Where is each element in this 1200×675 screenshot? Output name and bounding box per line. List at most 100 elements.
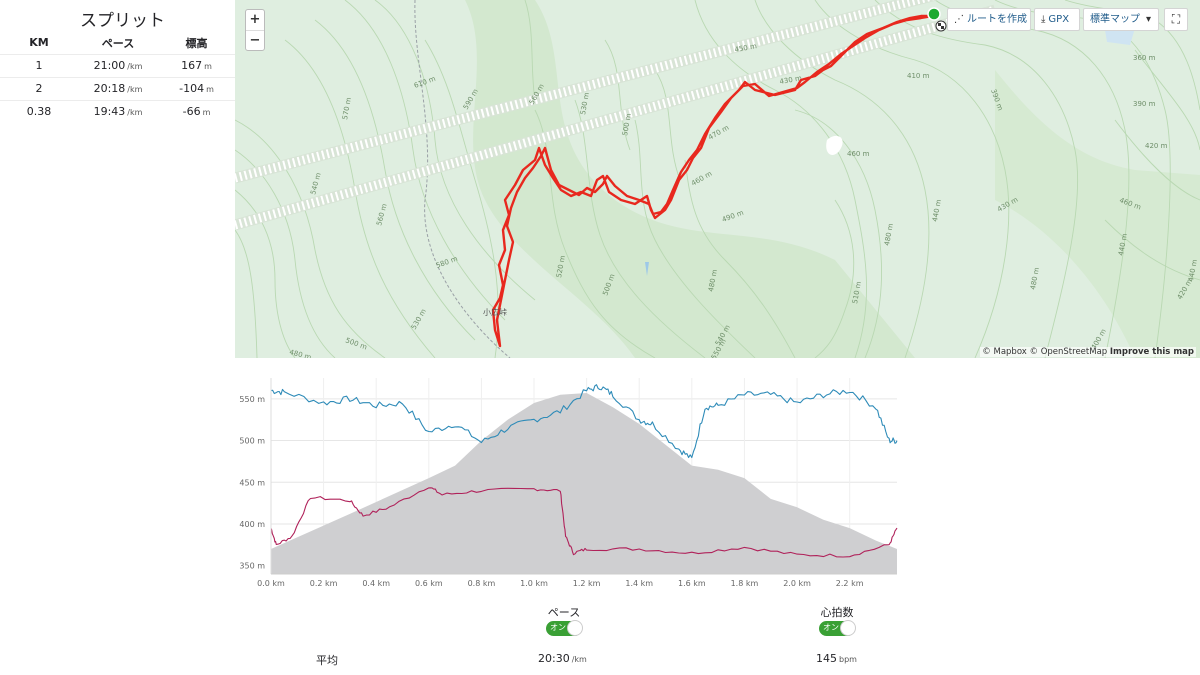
x-tick-label: 0.2 km <box>310 579 338 588</box>
water-area <box>1105 28 1135 45</box>
splits-header-km: KM <box>29 36 49 50</box>
average-heartrate-unit: bpm <box>839 655 857 664</box>
contour-label: 390 m <box>1133 100 1156 108</box>
x-tick-label: 0.4 km <box>362 579 390 588</box>
split-elevation-value: -66 <box>182 105 201 119</box>
toggle-knob <box>840 620 856 636</box>
contour-label: 500 m <box>621 113 633 137</box>
x-tick-label: 0.6 km <box>415 579 443 588</box>
heartrate-line <box>270 487 898 558</box>
contour-label: 440 m <box>1187 259 1199 283</box>
split-pace: 20:18/km <box>78 76 158 100</box>
contour-label: 570 m <box>341 97 353 121</box>
pace-toggle-label: ペース <box>547 606 581 619</box>
osm-attribution-link[interactable]: © OpenStreetMap <box>1029 347 1108 357</box>
x-tick-label: 2.2 km <box>836 579 864 588</box>
zoom-in-button[interactable]: + <box>249 12 261 27</box>
contour-label: 360 m <box>1133 54 1156 62</box>
table-row: 0.38 19:43/km -66 m <box>0 99 235 123</box>
contour-label: 480 m <box>883 223 895 247</box>
contour-label: 490 m <box>721 209 745 224</box>
split-elevation-value: -104 <box>179 82 205 95</box>
map-canvas[interactable]: 610 m 590 m 570 m 560 m 540 m 530 m 500 … <box>235 0 1200 358</box>
x-tick-label: 0.0 km <box>257 579 285 588</box>
elevation-area <box>271 393 897 574</box>
fullscreen-button[interactable]: ⛶ <box>1164 8 1188 31</box>
contour-label: 610 m <box>413 75 437 90</box>
heartrate-toggle-label: 心拍数 <box>820 606 854 619</box>
terrain-shade <box>995 70 1200 358</box>
contour-label: 560 m <box>375 203 389 227</box>
railway-lines <box>235 0 997 231</box>
contour-label: 460 m <box>690 170 714 188</box>
zoom-control: + − <box>245 9 265 51</box>
contour-label: 430 m <box>779 74 803 86</box>
terrain-shade <box>465 0 915 358</box>
splits-panel: スプリット KM ペース 標高 1 21:00/km 167 m 2 20:18/… <box>0 0 235 358</box>
x-tick-label: 1.4 km <box>625 579 653 588</box>
route-icon: ⋰ <box>954 14 964 25</box>
split-pace-value: 20:18 <box>93 82 126 95</box>
average-pace-unit: /km <box>571 655 587 664</box>
split-km: 2 <box>0 76 78 100</box>
place-name-label: 小広峠 <box>483 307 507 317</box>
x-tick-label: 2.0 km <box>783 579 811 588</box>
contour-label: 480 m <box>288 348 312 358</box>
split-pace-value: 19:43 <box>93 105 126 119</box>
contour-label: 480 m <box>1029 267 1041 291</box>
split-pace: 19:43/km <box>78 99 158 123</box>
split-elevation: 167 m <box>158 53 235 77</box>
zoom-out-button[interactable]: − <box>246 30 264 50</box>
contour-label: 540 m <box>309 172 323 196</box>
start-marker[interactable] <box>927 7 941 21</box>
average-pace: 20:30/km <box>538 652 587 665</box>
y-tick-label: 500 m <box>239 437 265 446</box>
pace-line <box>270 384 898 459</box>
split-elevation-unit: m <box>204 62 212 71</box>
contour-label: 440 m <box>1117 233 1129 257</box>
chevron-down-icon: ▾ <box>1146 14 1152 25</box>
gpx-download-button[interactable]: ⤓ GPX <box>1034 8 1080 31</box>
x-tick-label: 0.8 km <box>468 579 496 588</box>
contour-lines <box>235 0 1200 358</box>
contour-label: 440 m <box>931 199 943 223</box>
contour-label: 520 m <box>555 255 567 279</box>
contour-label: 460 m <box>847 150 870 158</box>
split-elevation: -66 m <box>158 99 235 123</box>
contour-label: 410 m <box>907 72 930 80</box>
map-style-dropdown[interactable]: 標準マップ ▾ <box>1083 8 1159 31</box>
contour-label: 420 m <box>1145 142 1168 150</box>
elevation-chart[interactable]: 550 m 500 m 450 m 400 m 350 m 0.0 km 0.2 km 0.4… <box>225 372 915 592</box>
split-pace-value: 21:00 <box>93 59 126 72</box>
split-pace: 21:00/km <box>78 53 158 77</box>
contour-label: 480 m <box>707 269 719 293</box>
improve-map-link[interactable]: Improve this map <box>1109 347 1194 357</box>
y-tick-label: 450 m <box>239 478 265 487</box>
y-tick-label: 550 m <box>239 395 265 404</box>
splits-header-elevation: 標高 <box>185 36 208 50</box>
contour-label: 500 m <box>344 336 368 351</box>
contour-label: 530 m <box>410 307 428 331</box>
y-tick-label: 350 m <box>239 562 265 571</box>
splits-header-pace: ペース <box>101 36 135 50</box>
create-route-button[interactable]: ⋰ ルートを作成 <box>947 8 1031 31</box>
finish-flag-icon[interactable] <box>935 20 947 32</box>
route-map[interactable]: 610 m 590 m 570 m 560 m 540 m 530 m 500 … <box>235 0 1200 358</box>
average-pace-value: 20:30 <box>538 652 570 665</box>
heartrate-toggle[interactable]: オン <box>819 620 856 636</box>
pace-toggle[interactable]: オン <box>546 620 583 636</box>
map-style-label: 標準マップ <box>1090 14 1140 25</box>
mapbox-attribution-link[interactable]: © Mapbox <box>982 347 1027 357</box>
split-elevation-unit: m <box>206 85 214 94</box>
pace-toggle-state: オン <box>550 623 566 632</box>
splits-title: スプリット <box>80 11 165 31</box>
average-heartrate: 145 bpm <box>816 652 857 665</box>
table-row: 1 21:00/km 167 m <box>0 53 235 77</box>
split-elevation-unit: m <box>202 108 211 118</box>
contour-label: 510 m <box>851 281 863 305</box>
create-route-label: ルートを作成 <box>967 14 1027 25</box>
summary-label: 平均 <box>316 654 338 667</box>
pond <box>826 135 843 155</box>
chart-axes: 550 m 500 m 450 m 400 m 350 m 0.0 km 0.2 km 0.4… <box>239 378 897 588</box>
splits-header-row: KM ペース 標高 <box>0 32 235 54</box>
